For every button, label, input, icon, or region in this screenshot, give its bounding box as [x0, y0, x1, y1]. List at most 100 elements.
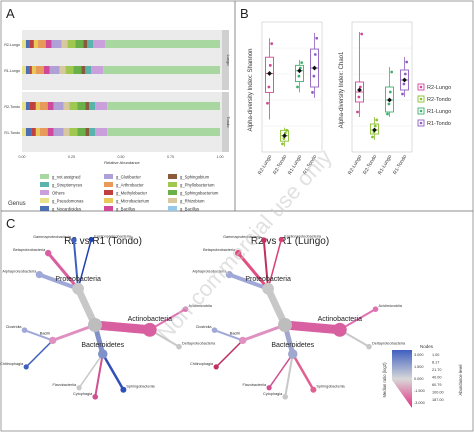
tree-node-label: Deltaproteobacteria	[372, 342, 406, 346]
tree-node	[98, 349, 108, 359]
legend-label: g_Sphingobacterium	[180, 190, 219, 195]
tree-branch	[46, 251, 80, 291]
tree-node-label: Betaproteobacteria	[13, 248, 46, 252]
mean-marker	[402, 77, 407, 83]
legend-swatch	[417, 83, 425, 91]
legend-swatch	[40, 182, 49, 187]
x-tick-label: 0.25	[68, 155, 75, 159]
tree-node-label: Sphingobacteriia	[316, 385, 345, 389]
tree-branch	[280, 320, 345, 335]
x-axis-title: Relative Abundance	[104, 160, 140, 165]
legend-label: R1-Tondo	[427, 121, 451, 127]
legend-swatch	[40, 206, 49, 211]
bar-segment	[73, 66, 82, 74]
legend-label: g_Rhizobium	[180, 198, 205, 203]
legend-label: g_Microbacterium	[116, 198, 150, 203]
bar-segment	[67, 40, 76, 48]
tree-node	[35, 271, 43, 279]
tree-node	[372, 306, 379, 312]
legend-swatch	[40, 198, 49, 203]
bar-segment	[35, 128, 40, 136]
data-point	[390, 70, 394, 74]
tree-node-label: Acidimicrobiia	[189, 304, 213, 308]
data-point	[373, 124, 377, 128]
tree-node-label: Actinobacteria	[128, 316, 172, 323]
mean-marker	[312, 65, 317, 71]
bar-segment	[39, 128, 48, 136]
tree-node-label: Cytophagia	[263, 392, 283, 396]
tree-node-label: Deltaproteobacteria	[182, 342, 216, 346]
data-point	[281, 142, 284, 146]
tree-node	[366, 343, 372, 350]
tree-node	[76, 385, 82, 391]
tree-branch	[23, 329, 54, 342]
tree-branch	[90, 320, 155, 335]
legend-size-title: Nodes	[420, 344, 434, 349]
bar-segment	[103, 66, 220, 74]
tree-node-label: Chitinophagia	[0, 362, 24, 366]
panel-c-frame	[0, 210, 474, 432]
data-point	[402, 82, 406, 86]
bar-segment	[22, 128, 26, 136]
bar-segment	[107, 102, 220, 110]
tree-node	[261, 237, 267, 243]
bar-segment	[53, 128, 64, 136]
panel-c-heat-trees: R2 vs R1 (Tondo) R2 vs R1 (Lungo) Alphap…	[0, 234, 463, 408]
heat-tree-left-title: R2 vs R1 (Tondo)	[64, 236, 142, 247]
tree-node-label: Gammaproteobacteria	[223, 235, 262, 239]
tree-node-label: Alphaproteobacteria	[192, 270, 227, 274]
data-point	[270, 42, 274, 46]
data-point	[313, 53, 317, 56]
legend-swatch	[104, 206, 113, 211]
bar-segment	[51, 40, 62, 48]
bar-segment	[29, 40, 34, 48]
tree-branch	[51, 323, 97, 342]
legend-edge-title: Median ratio (log2)	[382, 362, 387, 398]
facet-lungo-bg	[22, 30, 227, 90]
bar-segment	[25, 102, 30, 110]
bar-segment	[75, 40, 84, 48]
bar-segment	[107, 128, 220, 136]
legend-swatch	[417, 95, 425, 103]
legend-edge-gradient	[392, 350, 412, 408]
panel-c-label: C	[6, 216, 15, 231]
tree-branch	[262, 239, 270, 290]
tree-node-label: Epsilonproteobacteria	[284, 234, 322, 238]
legend-size-value: 60.79	[432, 383, 442, 387]
panel-b-label: B	[240, 6, 249, 21]
legend-label: Others	[52, 190, 65, 195]
bar-segment	[31, 128, 36, 136]
bar-segment	[31, 66, 36, 74]
facet-strip-lungo	[222, 30, 229, 90]
tree-node	[278, 236, 284, 243]
tree-node-label: Gammaproteobacteria	[33, 235, 72, 239]
data-point	[360, 32, 364, 36]
bar-segment	[61, 40, 68, 48]
bar-segment	[29, 102, 36, 110]
tree-node-label: Clostridia	[6, 325, 23, 329]
tree-node-label: Epsilonproteobacteria	[94, 234, 132, 238]
legend-dot	[419, 121, 423, 125]
tree-node-label: Actinobacteria	[318, 316, 362, 323]
tree-branch	[37, 272, 81, 291]
x-tick-label: 0.75	[167, 155, 174, 159]
tree-node-label: Proteobacteria	[245, 276, 291, 283]
bar-segment	[43, 66, 50, 74]
row-label: R1-Lungo	[4, 69, 20, 73]
bar-segment	[85, 66, 92, 74]
tree-node	[225, 271, 233, 279]
legend-size-value: 187.00	[432, 398, 444, 402]
bar-segment	[85, 102, 90, 110]
tree-node-label: Alphaproteobacteria	[2, 270, 37, 274]
mean-marker	[357, 87, 362, 93]
legend-swatch	[417, 119, 425, 127]
mean-marker	[387, 97, 392, 103]
mean-marker	[282, 133, 287, 139]
facet-tondo-bg	[22, 92, 227, 152]
bar-segment	[95, 128, 108, 136]
legend-dot	[419, 109, 423, 113]
legend-size-value: 1.00	[432, 353, 439, 357]
tree-node	[266, 385, 272, 391]
legend-label: g_Arthrobacter	[116, 182, 144, 187]
